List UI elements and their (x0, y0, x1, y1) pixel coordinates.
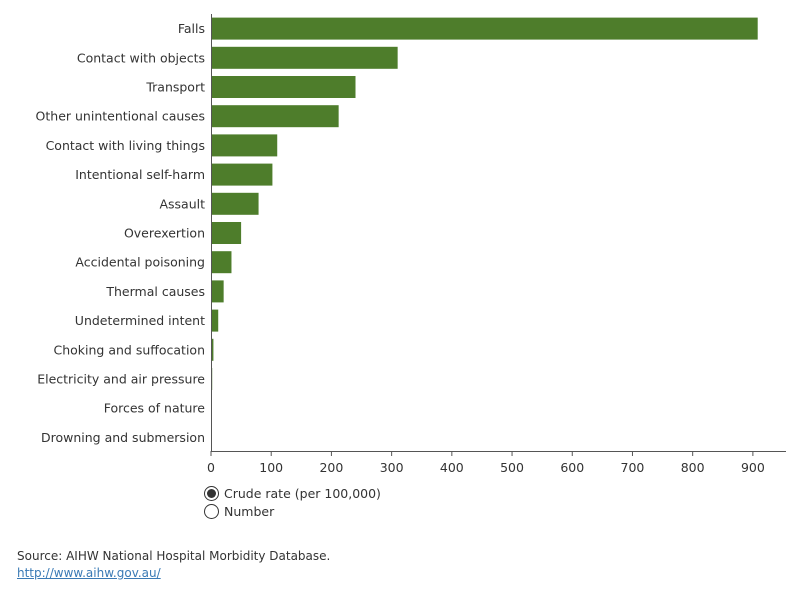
x-tick-label: 200 (319, 460, 343, 475)
bars-group (211, 17, 758, 449)
x-tick-label: 100 (259, 460, 283, 475)
bar[interactable] (211, 17, 758, 40)
x-tick-label: 400 (440, 460, 464, 475)
radio-label-number: Number (224, 503, 275, 519)
x-ticks-group: 0 100 200 300 400 500 600 700 800 900 (207, 451, 765, 475)
category-labels-group: Falls Contact with objects Transport Other … (36, 21, 206, 445)
radio-option-number[interactable]: Number (204, 502, 381, 520)
category-label: Electricity and air pressure (37, 372, 205, 387)
category-label: Forces of nature (104, 401, 206, 416)
category-label: Contact with living things (46, 138, 205, 153)
category-label: Choking and suffocation (53, 342, 205, 357)
measure-radio-group: Crude rate (per 100,000) Number (204, 484, 381, 520)
x-tick-label: 700 (621, 460, 645, 475)
radio-button-crude-rate[interactable] (204, 485, 219, 501)
category-label: Falls (178, 21, 205, 36)
x-tick-label: 500 (500, 460, 524, 475)
category-label: Contact with objects (77, 50, 205, 65)
x-tick-label: 0 (207, 460, 215, 475)
source-note: Source: AIHW National Hospital Morbidity… (17, 549, 331, 563)
category-label: Thermal causes (105, 284, 205, 299)
bar[interactable] (211, 309, 219, 332)
x-tick-label: 900 (741, 460, 765, 475)
x-tick-label: 300 (380, 460, 404, 475)
category-label: Undetermined intent (75, 313, 205, 328)
bar[interactable] (211, 222, 242, 244)
bar[interactable] (211, 46, 398, 69)
bar[interactable] (211, 251, 232, 274)
radio-option-crude-rate[interactable]: Crude rate (per 100,000) (204, 484, 381, 502)
x-tick-label: 600 (560, 460, 584, 475)
radio-selected-dot (207, 488, 216, 498)
category-label: Accidental poisoning (75, 255, 205, 270)
radio-button-number[interactable] (204, 503, 219, 519)
bar[interactable] (211, 76, 356, 98)
category-label: Transport (145, 80, 205, 95)
category-label: Assault (159, 196, 205, 211)
category-label: Intentional self-harm (75, 167, 205, 182)
bar[interactable] (211, 192, 259, 215)
bar[interactable] (211, 163, 273, 186)
bar[interactable] (211, 338, 214, 361)
category-label: Overexertion (124, 226, 205, 241)
bar[interactable] (211, 134, 278, 157)
x-tick-label: 800 (681, 460, 705, 475)
source-link[interactable]: http://www.aihw.gov.au/ (17, 566, 161, 580)
category-label: Drowning and submersion (41, 430, 205, 445)
bar[interactable] (211, 105, 339, 128)
category-label: Other unintentional causes (36, 109, 205, 124)
bar[interactable] (211, 280, 224, 303)
bar-chart: Falls Contact with objects Transport Other … (36, 14, 786, 475)
radio-label-crude-rate: Crude rate (per 100,000) (224, 485, 381, 501)
